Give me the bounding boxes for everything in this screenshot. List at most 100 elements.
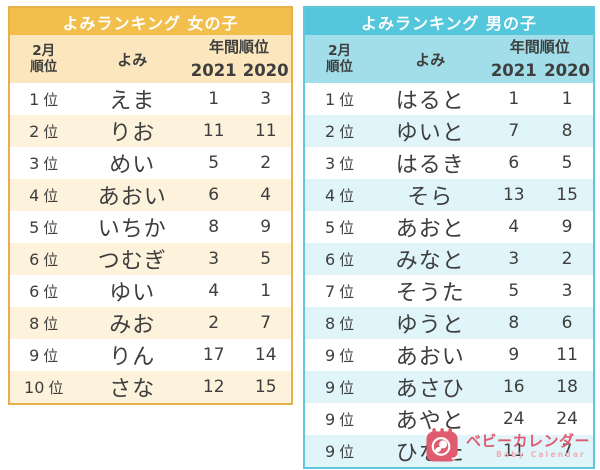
rank-2020-cell: 24 [556,409,578,429]
rank-2021-cell: 17 [202,345,225,365]
name-cell: あおい [395,345,465,370]
rank-2020-cell: 7 [561,441,573,461]
name-cell: りお [109,121,156,146]
name-cell: さな [109,377,156,402]
name-cell: ゆいと [395,121,465,146]
rank-2021-cell: 7 [508,121,520,141]
name-cell: そら [407,185,454,210]
name-cell: あさひ [395,377,465,402]
boys-table-title: よみランキング 男の子 [305,8,593,35]
feb-rank-column-header: 2月 順位 [326,42,354,75]
rank-2021-cell: 16 [502,377,525,397]
name-cell: えま [109,89,156,114]
rank-2020-cell: 15 [556,185,578,205]
rank-2020-cell: 4 [260,185,272,205]
name-cell: そうた [395,281,465,306]
name-cell: ゆうと [395,313,465,338]
rank-2021-cell: 6 [208,185,220,205]
rank-2021-cell: 11 [502,441,525,461]
rank-2021-cell: 1 [208,89,220,109]
rank-2021-cell: 4 [208,281,220,301]
year-2020-column-header: 2020 [242,60,289,80]
rank-2020-cell: 6 [561,313,573,333]
rank-2020-cell: 9 [260,217,272,237]
feb-rank-column-header: 2月 順位 [30,42,58,75]
logo-english-name: Baby Calendar [496,450,586,460]
year-2021-column-header: 2021 [190,60,237,80]
rank-2021-cell: 5 [508,281,520,301]
rank-2020-cell: 9 [561,217,573,237]
rank-2020-cell: 5 [260,249,272,269]
rank-2020-cell: 14 [254,345,277,365]
annual-rank-column-header: 年間順位 [209,38,270,56]
rank-2021-cell: 24 [502,409,525,429]
name-cell: はるき [395,153,465,178]
rank-2021-cell: 13 [502,185,525,205]
rank-2020-cell: 18 [556,377,578,397]
rank-2020-cell: 8 [561,121,573,141]
rank-2021-cell: 4 [508,217,520,237]
year-2020-column-header: 2020 [544,60,591,80]
rank-2020-cell: 1 [260,281,272,301]
baby-calendar-logo: ベビーカレンダー Baby Calendar [424,426,590,467]
name-cell: みなと [395,249,465,274]
rank-2021-cell: 11 [202,121,225,141]
name-cell: ゆい [109,281,156,306]
yomi-column-header: よみ [117,50,148,69]
name-cell: あやと [395,409,465,434]
rank-2020-cell: 3 [260,89,272,109]
rank-2021-cell: 2 [208,313,220,333]
rank-2020-cell: 11 [556,345,578,365]
year-2021-column-header: 2021 [490,60,537,80]
name-cell: いちか [97,217,167,242]
name-cell: はると [395,89,465,114]
name-cell: みお [109,313,156,338]
rank-2021-cell: 3 [208,249,220,269]
name-cell: りん [109,345,156,370]
yomi-column-header: よみ [415,50,446,69]
rank-2020-cell: 2 [561,249,573,269]
rank-2020-cell: 5 [561,153,573,173]
boys-table-header: 2月 順位 よみ 年間順位 2021 2020 [305,35,593,83]
rank-2021-cell: 9 [508,345,520,365]
rank-2021-cell: 8 [208,217,220,237]
name-cell: あおと [395,217,465,242]
rank-2020-cell: 11 [254,121,277,141]
rank-2021-cell: 6 [508,153,520,173]
rank-2021-cell: 12 [202,377,225,397]
